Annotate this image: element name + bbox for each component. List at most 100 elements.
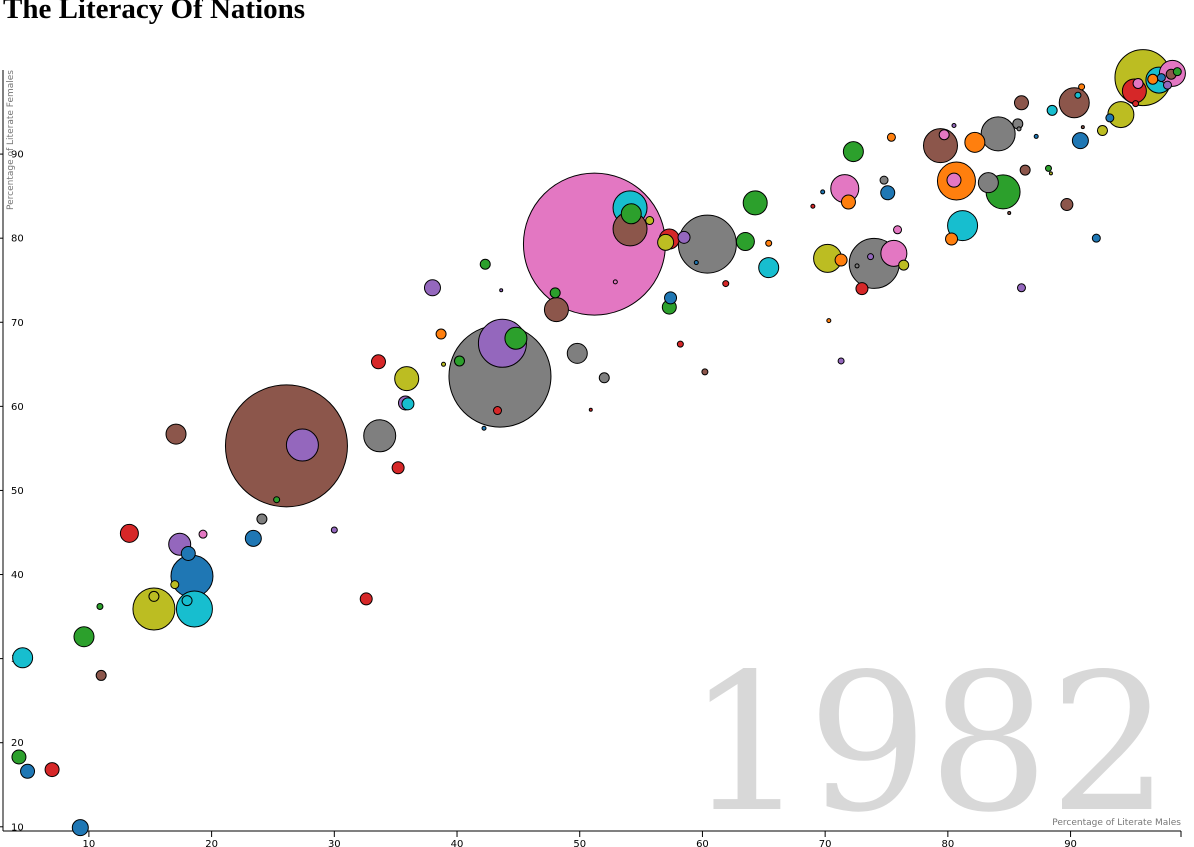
data-point — [1080, 125, 1085, 130]
x-axis-title: Percentage of Literate Males — [1052, 818, 1181, 828]
data-point — [677, 214, 737, 274]
data-point — [359, 592, 373, 606]
data-point — [886, 132, 896, 142]
data-point — [441, 361, 447, 367]
data-point — [810, 203, 816, 209]
data-point — [1105, 113, 1115, 123]
data-point — [645, 216, 655, 226]
data-point — [1071, 132, 1089, 150]
y-tick-label: 80 — [11, 234, 24, 245]
data-point — [977, 172, 999, 194]
data-point — [363, 419, 397, 453]
data-point — [1019, 164, 1031, 176]
x-tick-label: 60 — [696, 839, 709, 847]
data-point — [522, 172, 666, 316]
data-point — [479, 258, 491, 270]
y-tick-label: 70 — [11, 318, 24, 329]
data-points — [11, 49, 1186, 837]
data-point — [612, 279, 618, 285]
data-point — [1074, 91, 1082, 99]
data-point — [620, 203, 642, 225]
data-point — [964, 131, 986, 153]
data-point — [837, 357, 845, 365]
data-point — [898, 259, 910, 271]
data-point — [1163, 80, 1173, 90]
x-tick-label: 20 — [205, 839, 218, 847]
data-point — [493, 406, 503, 416]
data-point — [980, 116, 1016, 152]
data-point — [820, 189, 826, 195]
data-point — [855, 282, 869, 296]
data-point — [198, 529, 208, 539]
data-point — [273, 496, 281, 504]
y-tick-label: 50 — [11, 486, 24, 497]
data-point — [175, 590, 213, 628]
data-point — [677, 230, 691, 244]
data-point — [1147, 73, 1159, 85]
data-point — [148, 590, 160, 602]
data-point — [566, 342, 588, 364]
x-tick-label: 90 — [1064, 839, 1077, 847]
data-point — [165, 423, 187, 445]
data-point — [842, 141, 864, 163]
y-axis-title: Percentage of Literate Females — [6, 70, 16, 210]
data-point — [1033, 133, 1039, 139]
data-point — [946, 172, 962, 188]
data-point — [1132, 77, 1144, 89]
data-point — [834, 253, 848, 267]
x-tick-label: 50 — [573, 839, 586, 847]
data-point — [947, 210, 979, 242]
axes: 102030405060708090102030405060708090 — [0, 70, 1182, 847]
data-point — [854, 263, 860, 269]
x-tick-label: 70 — [819, 839, 832, 847]
data-point — [170, 580, 180, 590]
data-point — [765, 239, 773, 247]
y-tick-label: 10 — [11, 822, 24, 833]
data-point — [1096, 125, 1108, 137]
data-point — [664, 291, 678, 305]
data-point — [370, 354, 386, 370]
data-point — [20, 763, 36, 779]
data-point — [701, 368, 709, 376]
data-point — [96, 602, 104, 610]
data-point — [256, 513, 268, 525]
data-point — [504, 326, 528, 350]
data-point — [401, 397, 415, 411]
data-point — [1044, 164, 1052, 172]
data-point — [598, 372, 610, 384]
page-title: The Literacy Of Nations — [3, 0, 306, 25]
data-point — [132, 587, 176, 631]
data-point — [1016, 126, 1022, 132]
data-point — [676, 340, 684, 348]
data-point — [758, 257, 780, 279]
data-point — [657, 233, 675, 251]
y-tick-label: 60 — [11, 402, 24, 413]
x-tick-label: 10 — [83, 839, 96, 847]
data-point — [893, 225, 903, 235]
data-point — [423, 279, 441, 297]
data-point — [1058, 87, 1090, 119]
y-tick-label: 90 — [11, 150, 24, 161]
data-point — [826, 318, 832, 324]
data-point — [938, 129, 950, 141]
data-point — [12, 647, 34, 669]
data-point — [1156, 73, 1166, 83]
y-tick-label: 20 — [11, 738, 24, 749]
data-point — [394, 366, 420, 392]
data-point — [1048, 171, 1053, 176]
year-watermark: 1982 — [686, 633, 1170, 847]
data-point — [880, 185, 896, 201]
data-point — [1046, 104, 1058, 116]
data-point — [44, 762, 60, 778]
data-point — [722, 280, 730, 288]
data-point — [735, 232, 755, 252]
data-point — [95, 669, 107, 681]
data-point — [588, 407, 593, 412]
data-point — [180, 546, 196, 562]
data-point — [1016, 283, 1026, 293]
data-point — [951, 122, 957, 128]
data-point — [543, 297, 569, 323]
data-point — [1013, 95, 1029, 111]
data-point — [11, 749, 27, 765]
